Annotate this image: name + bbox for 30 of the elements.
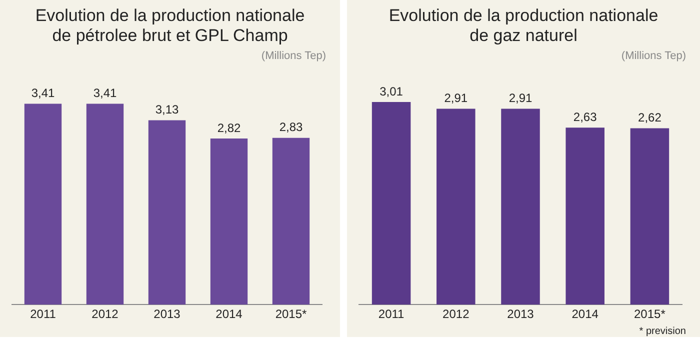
x-tick-label: 2013 — [154, 307, 181, 322]
data-label: 3,01 — [380, 84, 404, 98]
bar — [24, 104, 62, 305]
text: * prevision — [639, 326, 686, 337]
data-label: 3,13 — [155, 102, 179, 117]
x-tick-label: 2015* — [634, 307, 666, 322]
data-label: 2,83 — [279, 120, 303, 134]
x-tick-label: 2011 — [378, 307, 405, 322]
x-tick-label: 2011 — [30, 307, 56, 322]
data-label: 2,91 — [508, 91, 532, 106]
chart-title: Evolution de la production nationale de gaz naturel — [388, 6, 660, 46]
data-label: 2,82 — [217, 120, 241, 135]
bar — [210, 138, 248, 305]
x-tick-label: 2015* — [275, 307, 308, 322]
bar — [272, 138, 310, 305]
bar — [86, 104, 124, 305]
text: (Millions Tep) — [621, 50, 686, 62]
x-tick-label: 2012 — [442, 307, 470, 322]
data-label: 2,62 — [638, 110, 662, 125]
data-label: 3,41 — [93, 86, 117, 100]
data-label: 3,41 — [31, 86, 55, 100]
chart-title: Evolution de la production nationale de pétrolee brut et GPL Champ — [34, 6, 306, 46]
x-tick-label: 2013 — [507, 307, 534, 322]
x-tick-label: 2014 — [216, 307, 243, 322]
text: (Millions Tep) — [261, 50, 326, 62]
bar — [148, 120, 186, 305]
data-label: 2,91 — [444, 91, 468, 106]
x-tick-label: 2012 — [92, 307, 119, 322]
x-tick-label: 2014 — [572, 307, 599, 322]
data-label: 2,63 — [573, 110, 598, 124]
